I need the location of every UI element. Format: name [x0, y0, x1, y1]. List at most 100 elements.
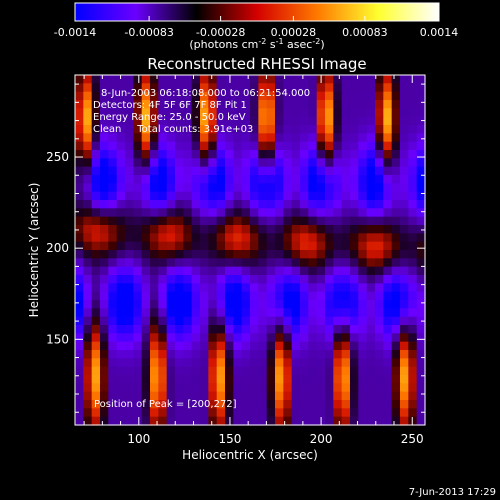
- heatmap-cell: [250, 308, 259, 318]
- heatmap-cell: [283, 91, 293, 101]
- heatmap-cell: [283, 408, 293, 418]
- heatmap-cell: [391, 366, 401, 376]
- heatmap-cell: [366, 300, 376, 309]
- heatmap-cell: [341, 191, 351, 201]
- heatmap-cell: [183, 216, 193, 226]
- heatmap-cell: [341, 216, 351, 226]
- heatmap-cell: [141, 108, 151, 118]
- heatmap-cell: [233, 391, 243, 401]
- heatmap-cell: [266, 166, 276, 176]
- heatmap-cell: [416, 83, 426, 93]
- heatmap-cell: [216, 91, 226, 101]
- heatmap-cell: [283, 133, 293, 143]
- heatmap-cell: [133, 83, 143, 93]
- heatmap-cell: [400, 208, 409, 218]
- heatmap-cell: [183, 325, 193, 334]
- heatmap-cell: [266, 108, 276, 118]
- heatmap-cell: [275, 416, 284, 426]
- heatmap-cell: [266, 100, 276, 109]
- heatmap-cell: [250, 283, 259, 293]
- heatmap-cell: [175, 291, 184, 301]
- heatmap-cell: [366, 183, 376, 193]
- heatmap-cell: [133, 191, 143, 201]
- heatmap-cell: [175, 391, 184, 401]
- heatmap-cell: [100, 200, 109, 209]
- heatmap-cell: [308, 408, 318, 418]
- heatmap-cell: [191, 308, 201, 318]
- heatmap-cell: [258, 200, 268, 209]
- heatmap-cell: [275, 366, 284, 376]
- heatmap-cell: [191, 358, 201, 368]
- heatmap-cell: [283, 383, 293, 393]
- heatmap-cell: [175, 141, 184, 151]
- heatmap-cell: [308, 250, 318, 259]
- heatmap-cell: [383, 333, 393, 343]
- heatmap-cell: [400, 241, 409, 251]
- heatmap-cell: [283, 400, 293, 409]
- heatmap-cell: [366, 341, 376, 351]
- heatmap-cell: [83, 150, 93, 159]
- heatmap-cell: [408, 150, 418, 159]
- heatmap-cell: [350, 75, 359, 84]
- heatmap-cell: [216, 383, 226, 393]
- heatmap-cell: [341, 166, 351, 176]
- heatmap-cell: [225, 316, 234, 326]
- heatmap-cell: [166, 375, 176, 384]
- heatmap-cell: [175, 83, 184, 93]
- heatmap-cell: [266, 216, 276, 226]
- heatmap-cell: [250, 208, 259, 218]
- heatmap-cell: [100, 325, 109, 334]
- heatmap-cell: [125, 91, 134, 101]
- heatmap-cell: [191, 158, 201, 168]
- heatmap-cell: [191, 200, 201, 209]
- heatmap-cell: [350, 400, 359, 409]
- heatmap-cell: [116, 191, 126, 201]
- heatmap-cell: [408, 225, 418, 234]
- heatmap-cell: [383, 216, 393, 226]
- heatmap-cell: [366, 408, 376, 418]
- heatmap-cell: [158, 166, 168, 176]
- heatmap-cell: [183, 191, 193, 201]
- heatmap-cell: [341, 308, 351, 318]
- heatmap-cell: [91, 100, 101, 109]
- heatmap-cell: [225, 216, 234, 226]
- heatmap-cell: [91, 208, 101, 218]
- heatmap-cell: [350, 300, 359, 309]
- heatmap-cell: [291, 233, 301, 243]
- heatmap-cell: [291, 200, 301, 209]
- heatmap-cell: [158, 308, 168, 318]
- heatmap-cell: [241, 300, 251, 309]
- heatmap-cell: [233, 341, 243, 351]
- heatmap-cell: [391, 350, 401, 359]
- heatmap-cell: [75, 175, 84, 184]
- heatmap-cell: [333, 158, 343, 168]
- heatmap-cell: [375, 308, 384, 318]
- heatmap-cell: [250, 300, 259, 309]
- heatmap-cell: [408, 258, 418, 268]
- heatmap-cell: [308, 275, 318, 284]
- heatmap-cell: [383, 100, 393, 109]
- heatmap-cell: [275, 158, 284, 168]
- heatmap-cell: [83, 75, 93, 84]
- heatmap-cell: [75, 316, 84, 326]
- heatmap-cell: [150, 216, 159, 226]
- heatmap-cell: [350, 191, 359, 201]
- heatmap-cell: [383, 275, 393, 284]
- heatmap-cell: [375, 166, 384, 176]
- heatmap-cell: [300, 100, 309, 109]
- heatmap-cell: [341, 408, 351, 418]
- heatmap-cell: [375, 341, 384, 351]
- heatmap-cell: [308, 291, 318, 301]
- heatmap-cell: [241, 183, 251, 193]
- heatmap-cell: [375, 233, 384, 243]
- heatmap-cell: [233, 91, 243, 101]
- heatmap-cell: [341, 391, 351, 401]
- heatmap-cell: [183, 116, 193, 126]
- heatmap-cell: [166, 325, 176, 334]
- heatmap-cell: [291, 275, 301, 284]
- heatmap-cell: [116, 200, 126, 209]
- heatmap-cell: [308, 308, 318, 318]
- heatmap-cell: [141, 266, 151, 276]
- heatmap-cell: [250, 116, 259, 126]
- heatmap-cell: [316, 408, 326, 418]
